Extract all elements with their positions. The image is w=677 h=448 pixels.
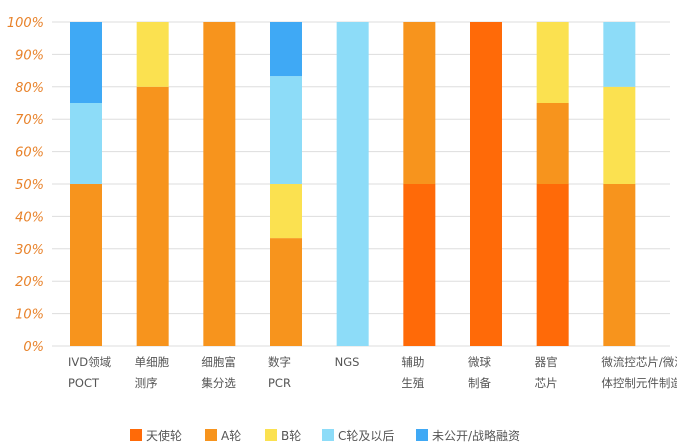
x-tick-label: 生殖 — [401, 376, 424, 390]
bar-segment — [470, 22, 502, 346]
bar-segment — [603, 22, 636, 87]
legend-swatch — [205, 429, 217, 441]
x-tick-label: IVD领域 — [68, 355, 112, 369]
legend-swatch — [130, 429, 142, 441]
y-tick-label: 20% — [15, 275, 44, 290]
bar-segment — [336, 22, 369, 346]
y-tick-label: 90% — [15, 48, 44, 63]
x-tick-label: 辅助 — [401, 355, 424, 369]
y-tick-label: 0% — [23, 340, 44, 355]
y-tick-label: 60% — [15, 146, 44, 161]
x-tick-label: 集分选 — [201, 376, 236, 390]
legend-swatch — [416, 429, 428, 441]
bar-segment — [70, 184, 102, 346]
y-tick-label: 50% — [15, 178, 44, 193]
bar-segment — [70, 103, 102, 184]
legend-swatch — [265, 429, 277, 441]
bar-segment — [270, 184, 302, 239]
legend-label: A轮 — [221, 429, 241, 443]
x-tick-label: 细胞富 — [201, 355, 236, 369]
y-tick-label: 80% — [15, 81, 44, 96]
y-tick-label: 30% — [15, 243, 44, 258]
y-tick-label: 100% — [7, 16, 44, 31]
x-tick-label: POCT — [68, 376, 100, 390]
x-tick-label: 微流控芯片/微流 — [601, 355, 677, 369]
bar-segment — [70, 22, 102, 103]
x-tick-label: 测序 — [135, 376, 158, 390]
x-tick-label: 制备 — [468, 376, 491, 390]
bar-segment — [270, 76, 302, 184]
bar-segment — [603, 86, 636, 184]
x-tick-label: 单细胞 — [135, 355, 170, 369]
y-tick-label: 40% — [15, 210, 44, 225]
legend-label: C轮及以后 — [338, 429, 394, 443]
bar-segment — [536, 103, 569, 184]
bar-segment — [536, 22, 569, 103]
x-tick-label: 器官 — [535, 355, 558, 369]
legend-label: 未公开/战略融资 — [432, 428, 520, 443]
legend-label: 天使轮 — [146, 428, 182, 443]
bar-segment — [136, 86, 169, 347]
x-tick-label: 微球 — [468, 355, 491, 369]
x-tick-label: NGS — [335, 355, 360, 369]
y-tick-label: 10% — [15, 308, 44, 323]
legend-swatch — [322, 429, 334, 441]
bar-segment — [203, 22, 236, 346]
legend-label: B轮 — [281, 429, 301, 443]
bar-segment — [603, 184, 636, 346]
x-tick-label: PCR — [268, 376, 291, 390]
bar-segment — [270, 22, 302, 77]
x-tick-label: 芯片 — [535, 376, 558, 390]
bar-segment — [136, 22, 169, 87]
x-tick-label: 体控制元件制造 — [601, 376, 677, 390]
bar-segment — [536, 184, 569, 346]
bar-segment — [270, 238, 302, 346]
bar-segment — [403, 184, 436, 346]
y-tick-label: 70% — [15, 113, 44, 128]
x-tick-label: 数字 — [268, 355, 291, 369]
bar-segment — [403, 22, 436, 184]
